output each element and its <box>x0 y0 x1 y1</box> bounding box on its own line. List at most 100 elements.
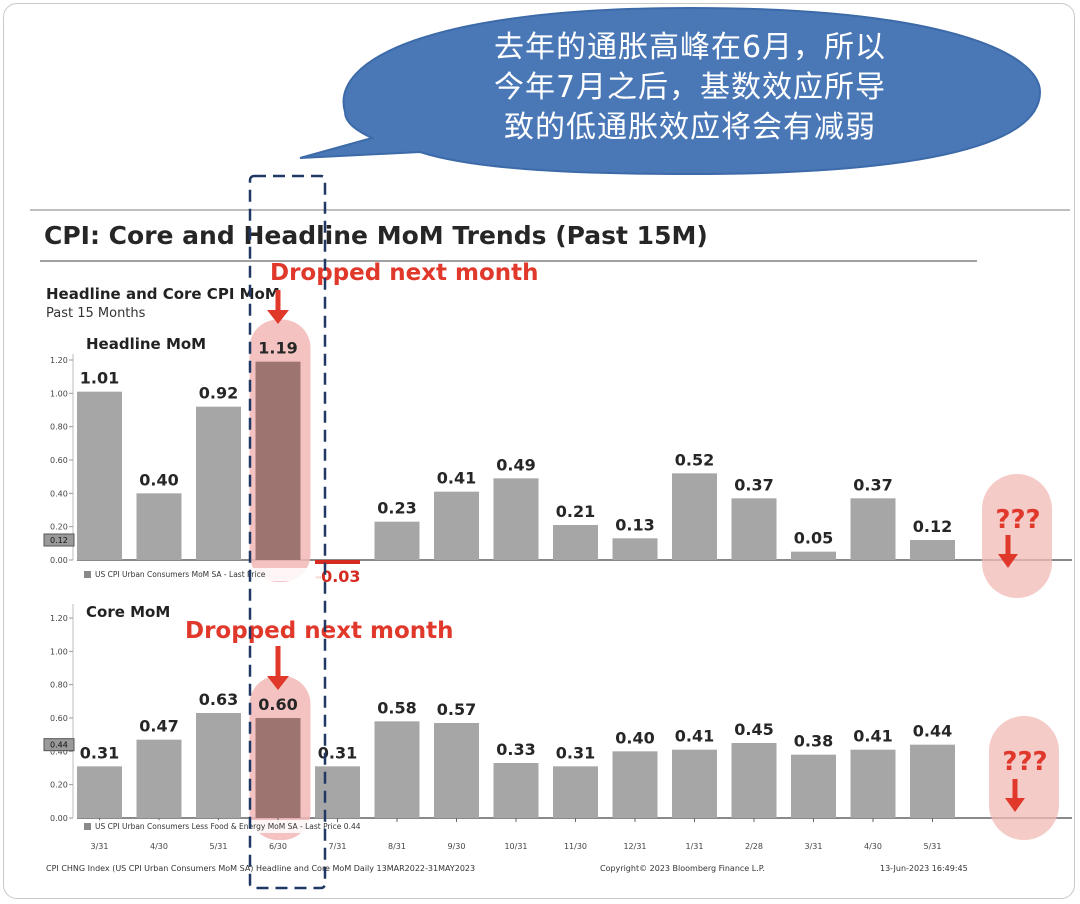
dropped-next-month-annotation: Dropped next month <box>185 618 454 644</box>
bar-value-label: 0.05 <box>794 529 833 548</box>
bar-value-label: 0.47 <box>139 717 178 736</box>
footer-left: CPI CHNG Index (US CPI Urban Consumers M… <box>46 864 475 873</box>
y-tick-label: 1.00 <box>50 647 68 656</box>
bar <box>493 478 539 560</box>
down-arrow-icon <box>267 310 289 324</box>
x-tick-label: 5/31 <box>924 842 942 851</box>
x-tick-label: 1/31 <box>686 842 704 851</box>
bar-value-label: 1.01 <box>80 369 119 388</box>
bar <box>434 491 479 560</box>
last-price-tag <box>43 533 75 547</box>
bar-value-label: 0.38 <box>794 732 833 751</box>
bar-value-label: 0.41 <box>853 727 892 746</box>
bar-value-label: 0.57 <box>437 700 476 719</box>
x-tick-label: 7/31 <box>329 842 347 851</box>
last-price-tag <box>43 738 75 752</box>
bar-value-label: -0.03 <box>314 567 360 586</box>
x-tick-label: 3/31 <box>91 842 109 851</box>
dropped-next-month-annotation: Dropped next month <box>270 260 539 286</box>
y-tick-label: 0.60 <box>50 456 68 465</box>
bar <box>77 766 122 818</box>
question-pill <box>989 716 1059 840</box>
x-tick-label: 12/31 <box>623 842 646 851</box>
callout-line: 去年的通胀高峰在6月，所以 <box>493 30 887 65</box>
bar <box>493 763 539 818</box>
x-tick-label: 10/31 <box>504 842 527 851</box>
bar-value-label: 0.23 <box>377 499 416 518</box>
bar-value-label: 0.37 <box>853 475 892 494</box>
legend-label: US CPI Urban Consumers Less Food & Energ… <box>95 822 361 831</box>
bar-value-label: 0.41 <box>675 727 714 746</box>
x-tick-label: 4/30 <box>150 842 168 851</box>
footer-center: Copyright© 2023 Bloomberg Finance L.P. <box>600 864 765 873</box>
chart-header-title: Headline and Core CPI MoM <box>46 285 280 303</box>
bar <box>850 498 896 560</box>
bar-value-label: 0.52 <box>675 450 714 469</box>
legend-label: US CPI Urban Consumers MoM SA - Last Pri… <box>95 570 266 579</box>
x-tick-label: 3/31 <box>805 842 823 851</box>
question-down-arrow-icon <box>1005 798 1025 812</box>
headline-panel: 1.20 1.00 0.80 0.60 0.40 0.20 0.00 0.12 1.01 0.40… <box>43 260 1072 598</box>
y-tick-label: 0.80 <box>50 681 68 690</box>
callout-text: 去年的通胀高峰在6月，所以 今年7月之后，基数效应所导 致的低通胀效应将会有减弱 <box>440 28 940 148</box>
question-pill <box>982 474 1052 598</box>
bar-value-label: 0.63 <box>199 690 238 709</box>
x-tick-label: 6/30 <box>269 842 287 851</box>
bar <box>136 493 182 560</box>
bar-value-label: 0.40 <box>139 470 178 489</box>
bar-value-label: 0.37 <box>734 475 773 494</box>
y-tick-label: 1.20 <box>50 614 68 623</box>
bar-value-label: 0.33 <box>496 740 535 759</box>
question-marks: ??? <box>1002 747 1047 777</box>
legend-swatch <box>84 571 91 578</box>
y-tick-label: 0.20 <box>50 523 68 532</box>
bar <box>612 751 658 818</box>
callout-bubble <box>299 6 1042 176</box>
x-tick-label: 9/30 <box>448 842 466 851</box>
bar-value-label: 0.44 <box>913 722 952 741</box>
legend-box <box>80 568 320 581</box>
question-marks: ??? <box>995 505 1040 535</box>
bar <box>196 713 241 818</box>
bar <box>315 766 360 818</box>
y-tick-label: 1.20 <box>50 356 68 365</box>
bar <box>553 766 598 818</box>
bar <box>731 498 777 560</box>
core-panel: 1.20 1.00 0.80 0.60 0.40 0.20 0.00 0.44 0.31 0.47… <box>43 603 1072 851</box>
x-tick-label: 5/31 <box>210 842 228 851</box>
bar <box>672 749 717 818</box>
legend-box <box>80 820 320 833</box>
bar <box>672 473 717 560</box>
bar-value-label: 0.31 <box>556 743 595 762</box>
page-title: CPI: Core and Headline MoM Trends (Past … <box>44 221 708 250</box>
down-arrow-icon <box>267 676 289 690</box>
callout-line: 今年7月之后，基数效应所导 <box>493 70 887 105</box>
bar-value-label: 0.13 <box>615 515 654 534</box>
bar <box>315 560 360 564</box>
bar-value-label: 0.31 <box>318 743 357 762</box>
y-tick-label: 0.00 <box>50 556 68 565</box>
bar <box>910 744 955 818</box>
y-tick-label: 0.80 <box>50 423 68 432</box>
bar <box>374 721 420 818</box>
y-tick-label: 0.40 <box>50 747 68 756</box>
bar-value-label: 0.21 <box>556 502 595 521</box>
bar-value-label: 0.49 <box>496 455 535 474</box>
bar-value-label: 0.31 <box>80 743 119 762</box>
y-tick-label: 0.40 <box>50 489 68 498</box>
footer-right: 13-Jun-2023 16:49:45 <box>880 864 968 873</box>
bar-value-label: 0.58 <box>377 698 416 717</box>
bar <box>791 754 836 818</box>
bar-value-label: 0.41 <box>437 469 476 488</box>
bar <box>910 540 955 560</box>
bar <box>553 525 598 560</box>
june-dashed-box <box>248 174 327 890</box>
x-tick-label: 2/28 <box>745 842 763 851</box>
bar <box>374 521 420 560</box>
bar-value-label: 1.19 <box>258 339 297 358</box>
y-tick-label: 0.20 <box>50 781 68 790</box>
legend-swatch <box>84 823 91 830</box>
image-frame <box>3 3 1075 899</box>
x-tick-label: 11/30 <box>564 842 587 851</box>
